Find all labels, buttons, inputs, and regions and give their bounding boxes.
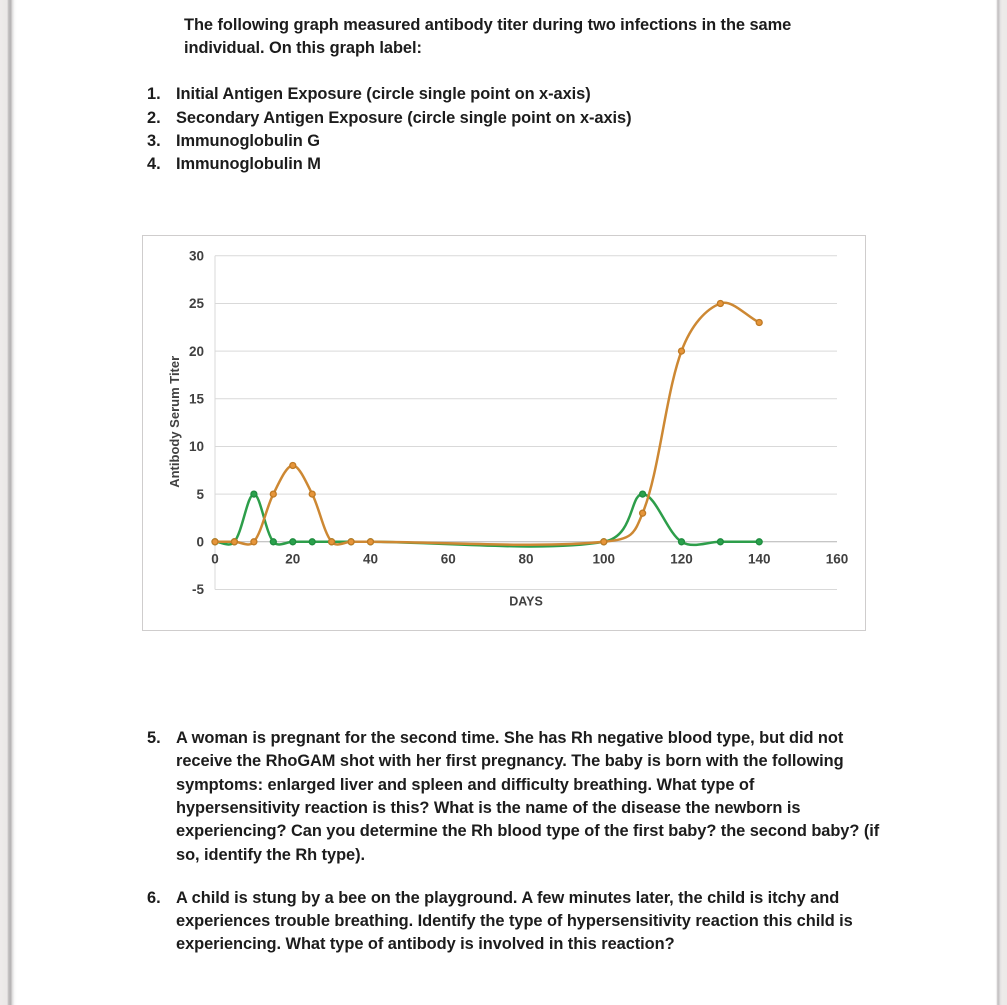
svg-text:0: 0 <box>211 551 219 566</box>
svg-text:20: 20 <box>285 551 300 566</box>
svg-text:60: 60 <box>441 551 456 566</box>
svg-text:140: 140 <box>748 551 771 566</box>
svg-text:40: 40 <box>363 551 378 566</box>
svg-text:-5: -5 <box>192 582 204 597</box>
svg-text:80: 80 <box>518 551 533 566</box>
svg-text:10: 10 <box>189 439 204 454</box>
svg-text:5: 5 <box>196 487 204 502</box>
svg-text:15: 15 <box>189 392 205 407</box>
svg-text:25: 25 <box>189 296 205 311</box>
svg-text:160: 160 <box>826 551 849 566</box>
svg-text:100: 100 <box>593 551 616 566</box>
svg-text:0: 0 <box>196 535 204 550</box>
svg-text:20: 20 <box>189 344 204 359</box>
svg-text:30: 30 <box>189 249 204 264</box>
svg-text:DAYS: DAYS <box>509 595 543 609</box>
svg-text:Antibody Serum Titer: Antibody Serum Titer <box>167 356 182 488</box>
svg-text:120: 120 <box>670 551 693 566</box>
